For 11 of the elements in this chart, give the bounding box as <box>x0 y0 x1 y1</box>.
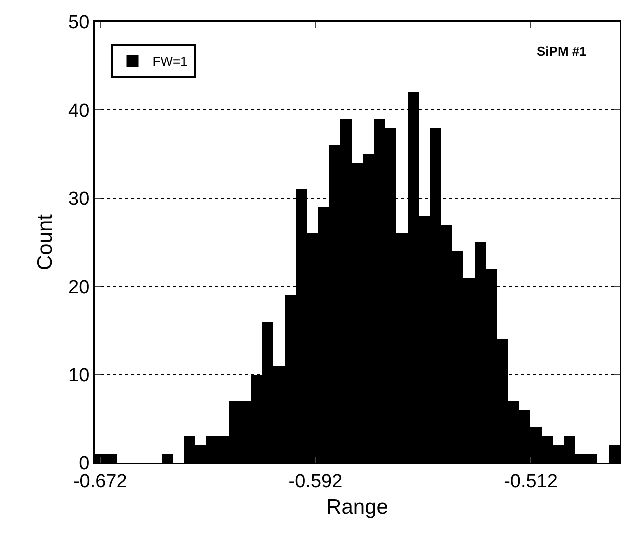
y-axis-title: Count <box>34 214 57 271</box>
y-tick-label: 30 <box>68 189 90 210</box>
x-tick-label: -0.512 <box>504 471 558 492</box>
y-tick-label: 10 <box>68 365 90 386</box>
x-axis-title: Range <box>326 496 388 520</box>
annotation: SiPM #1 <box>537 44 587 59</box>
y-tick-label: 20 <box>68 277 90 298</box>
y-tick-label: 40 <box>68 100 90 122</box>
legend-label: FW=1 <box>152 54 188 70</box>
x-tick-label: -0.592 <box>288 471 343 492</box>
y-tick-label: 50 <box>68 12 90 34</box>
